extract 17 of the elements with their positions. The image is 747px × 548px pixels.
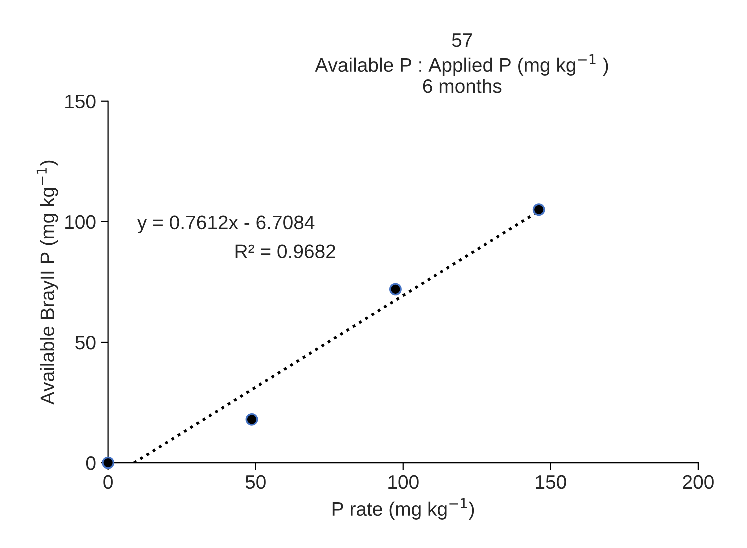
x-tick-label: 150 xyxy=(536,475,566,490)
annotation: R² = 0.9682 xyxy=(236,244,336,259)
x-tick-label: 0 xyxy=(104,475,113,490)
point xyxy=(246,413,258,426)
x-tick-label: 200 xyxy=(683,475,714,490)
y-tick-label: 100 xyxy=(66,215,96,230)
x-axis-title: P rate (mg kg$^{−1}$) xyxy=(332,498,474,520)
point xyxy=(532,204,546,216)
y-axis-title: Available BrayII P (mg kg$^{−1}$) xyxy=(36,160,58,405)
chart-title: 57 Available P : Applied P (mg kg$^{−1}$ ) 6 months xyxy=(315,34,608,94)
y-tick-label: 0 xyxy=(86,456,96,470)
y-tick-label: 150 xyxy=(66,94,96,109)
x-tick-label: 50 xyxy=(246,475,266,490)
x-tick-label: 100 xyxy=(388,475,419,490)
point xyxy=(389,283,402,296)
annotation: y = 0.7612x - 6.7084 xyxy=(137,216,315,234)
y-tick-label: 50 xyxy=(76,336,96,350)
